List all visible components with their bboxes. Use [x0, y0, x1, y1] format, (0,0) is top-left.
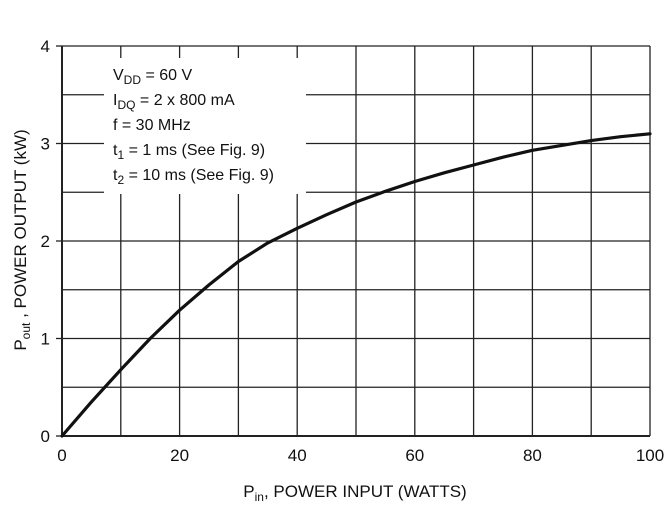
y-axis-label-sub: out — [19, 322, 33, 339]
tick-labels: 0 20 40 60 80 100 0 1 2 3 4 — [41, 37, 665, 465]
y-tick-label: 1 — [41, 330, 50, 349]
annotation-line: f = 30 MHz — [113, 117, 191, 134]
annotation-line: VDD = 60 V — [113, 67, 192, 87]
y-axis-label-main: P — [11, 339, 30, 350]
x-tick-label: 60 — [405, 446, 424, 465]
annotation-box — [104, 58, 306, 194]
x-tick-label: 100 — [636, 446, 664, 465]
y-tick-label: 3 — [41, 135, 50, 154]
x-tick-label: 0 — [57, 446, 66, 465]
x-axis-label-rest: , POWER INPUT (WATTS) — [264, 482, 467, 501]
x-tick-label: 20 — [170, 446, 189, 465]
x-axis-label-main: P — [243, 482, 254, 501]
y-axis-label: Pout , POWER OUTPUT (kW) — [11, 129, 33, 350]
y-tick-label: 4 — [41, 37, 50, 56]
annotation-block: VDD = 60 V IDQ = 2 x 800 mA f = 30 MHz t1 =… — [113, 67, 274, 187]
y-tick-label: 0 — [41, 427, 50, 446]
annotation-line: IDQ = 2 x 800 mA — [113, 92, 235, 112]
y-axis-label-rest: , POWER OUTPUT (kW) — [11, 129, 30, 322]
x-axis-label: Pin, POWER INPUT (WATTS) — [243, 482, 466, 504]
series-line — [60, 132, 652, 438]
y-tick-label: 2 — [41, 232, 50, 251]
x-axis-label-sub: in — [255, 490, 264, 504]
annotation-line: t2 = 10 ms (See Fig. 9) — [113, 167, 274, 187]
series-group — [60, 132, 652, 438]
grid — [56, 45, 651, 437]
x-tick-label: 80 — [523, 446, 542, 465]
x-tick-label: 40 — [288, 446, 307, 465]
annotation-line: t1 = 1 ms (See Fig. 9) — [113, 142, 265, 162]
